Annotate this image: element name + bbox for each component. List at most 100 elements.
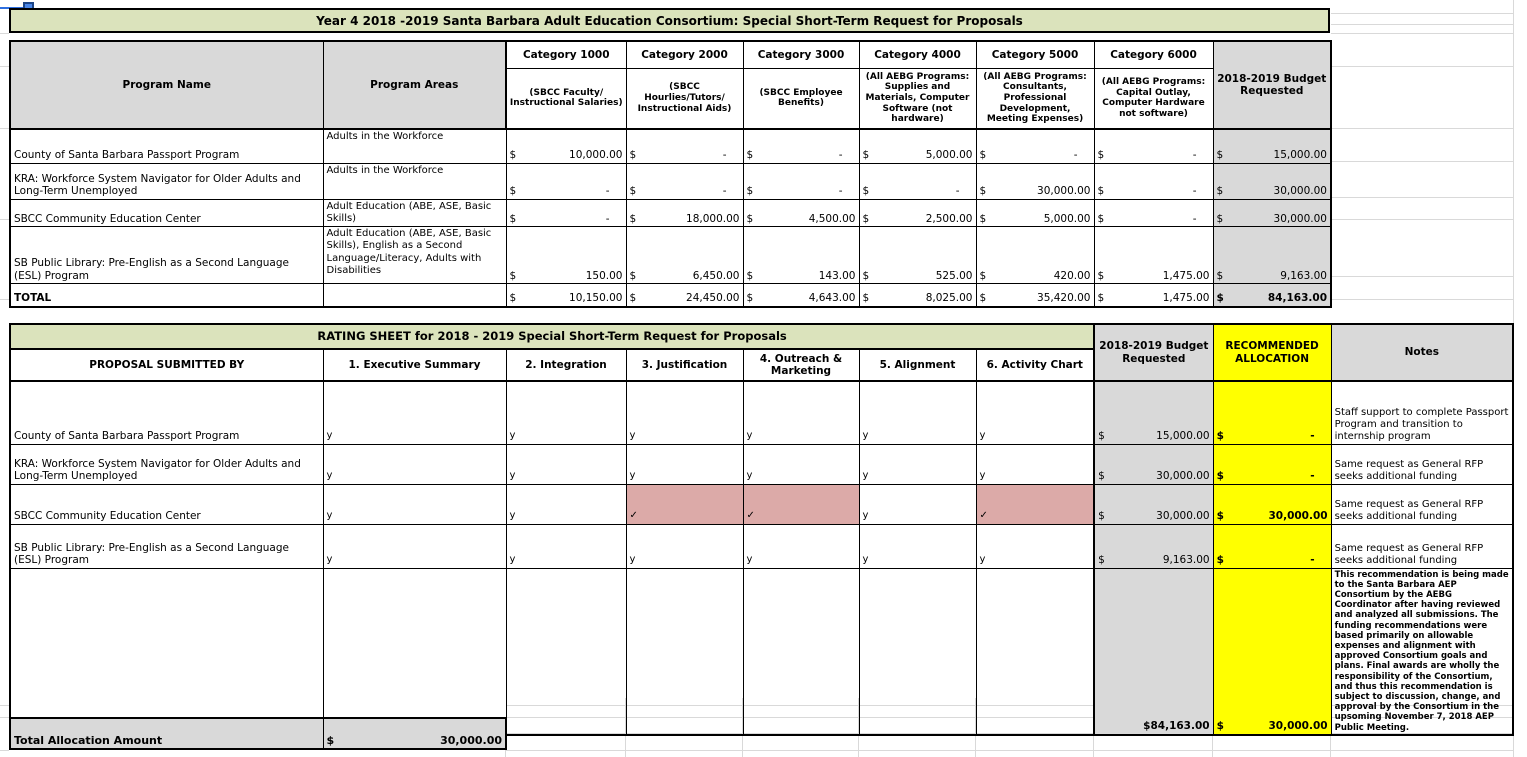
program-cell[interactable]: County of Santa Barbara Passport Program [9, 128, 324, 164]
total-allocation-label[interactable]: Total Allocation Amount [9, 717, 324, 750]
mark-cell-flagged[interactable]: ✓ [625, 483, 744, 525]
total-label-cell[interactable]: TOTAL [9, 283, 324, 308]
mark-cell[interactable]: y [322, 523, 507, 569]
empty-cell[interactable] [858, 567, 977, 736]
program-cell[interactable]: SB Public Library: Pre-English as a Seco… [9, 523, 324, 569]
empty-cell[interactable] [625, 567, 744, 736]
empty-cell[interactable] [742, 567, 860, 736]
amount-cell[interactable]: $1,475.00 [1093, 226, 1214, 285]
amount-cell[interactable]: $ - [625, 162, 744, 200]
notes-cell[interactable]: Staff support to complete Passport Progr… [1330, 380, 1514, 445]
recommendation-note-cell[interactable]: This recommendation is being made to the… [1330, 567, 1514, 736]
total-amount-cell[interactable]: $35,420.00 [975, 283, 1095, 308]
col-header-category[interactable]: Category 3000 [742, 40, 860, 69]
grand-total-cell[interactable]: $84,163.00 [1212, 283, 1332, 308]
amount-cell[interactable]: $ - [858, 162, 977, 200]
total-amount-cell[interactable]: $1,475.00 [1093, 283, 1214, 308]
mark-cell[interactable]: y [858, 380, 977, 445]
category-description[interactable]: (All AEBG Programs: Consultants, Profess… [975, 67, 1095, 130]
mark-cell[interactable]: y [625, 443, 744, 485]
empty-cell[interactable] [322, 283, 507, 308]
category-description[interactable]: (SBCC Employee Benefits) [742, 67, 860, 130]
program-cell[interactable]: County of Santa Barbara Passport Program [9, 380, 324, 445]
areas-cell[interactable]: Adult Education (ABE, ASE, Basic Skills)… [322, 226, 507, 285]
mark-cell[interactable]: y [975, 523, 1095, 569]
col-header-category[interactable]: Category 2000 [625, 40, 744, 69]
allocation-cell[interactable]: $ - [1212, 443, 1332, 485]
total-amount-cell[interactable]: $8,025.00 [858, 283, 977, 308]
amount-cell[interactable]: $10,000.00 [505, 128, 627, 164]
col-header-program-name[interactable]: Program Name [9, 40, 324, 130]
col-header-criterion[interactable]: 2. Integration [505, 348, 627, 382]
col-header-criterion[interactable]: 5. Alignment [858, 348, 977, 382]
col-header-criterion[interactable]: 1. Executive Summary [322, 348, 507, 382]
mark-cell[interactable]: y [505, 380, 627, 445]
amount-cell[interactable]: $ - [505, 198, 627, 228]
mark-cell[interactable]: y [322, 380, 507, 445]
category-description[interactable]: (SBCC Hourlies/Tutors/ Instructional Aid… [625, 67, 744, 130]
col-header-recommended-allocation[interactable]: RECOMMENDED ALLOCATION [1212, 323, 1332, 382]
budget-cell[interactable]: $15,000.00 [1093, 380, 1214, 445]
mark-cell[interactable]: y [742, 523, 860, 569]
notes-cell[interactable]: Same request as General RFP seeks additi… [1330, 443, 1514, 485]
program-cell[interactable]: KRA: Workforce System Navigator for Olde… [9, 162, 324, 200]
amount-cell[interactable]: $6,450.00 [625, 226, 744, 285]
row-total-cell[interactable]: $9,163.00 [1212, 226, 1332, 285]
amount-cell[interactable]: $ - [742, 162, 860, 200]
budget-cell[interactable]: $30,000.00 [1093, 443, 1214, 485]
allocation-cell[interactable]: $ - [1212, 380, 1332, 445]
program-cell[interactable]: KRA: Workforce System Navigator for Olde… [9, 443, 324, 485]
amount-cell[interactable]: $ - [975, 128, 1095, 164]
amount-cell[interactable]: $ - [1093, 198, 1214, 228]
col-header-criterion[interactable]: 6. Activity Chart [975, 348, 1095, 382]
empty-cell[interactable] [975, 567, 1095, 736]
allocation-cell[interactable]: $ - [1212, 523, 1332, 569]
amount-cell[interactable]: $ - [1093, 162, 1214, 200]
amount-cell[interactable]: $4,500.00 [742, 198, 860, 228]
row-total-cell[interactable]: $30,000.00 [1212, 162, 1332, 200]
mark-cell[interactable]: y [742, 380, 860, 445]
col-header-criterion[interactable]: 3. Justification [625, 348, 744, 382]
allocation-cell[interactable]: $30,000.00 [1212, 483, 1332, 525]
category-description[interactable]: (All AEBG Programs: Capital Outlay, Comp… [1093, 67, 1214, 130]
budget-table-title[interactable]: Year 4 2018 -2019 Santa Barbara Adult Ed… [9, 8, 1330, 33]
col-header-program-areas[interactable]: Program Areas [322, 40, 507, 130]
mark-cell-flagged[interactable]: ✓ [975, 483, 1095, 525]
amount-cell[interactable]: $30,000.00 [975, 162, 1095, 200]
notes-cell[interactable]: Same request as General RFP seeks additi… [1330, 523, 1514, 569]
amount-cell[interactable]: $ - [505, 162, 627, 200]
program-cell[interactable]: SBCC Community Education Center [9, 483, 324, 525]
areas-cell[interactable]: Adults in the Workforce [322, 162, 507, 200]
mark-cell-flagged[interactable]: ✓ [742, 483, 860, 525]
areas-cell[interactable]: Adult Education (ABE, ASE, Basic Skills) [322, 198, 507, 228]
amount-cell[interactable]: $5,000.00 [858, 128, 977, 164]
mark-cell[interactable]: y [505, 443, 627, 485]
total-amount-cell[interactable]: $10,150.00 [505, 283, 627, 308]
col-header-notes[interactable]: Notes [1330, 323, 1514, 382]
mark-cell[interactable]: y [858, 443, 977, 485]
row-total-cell[interactable]: $15,000.00 [1212, 128, 1332, 164]
col-header-budget-requested[interactable]: 2018-2019 Budget Requested [1093, 323, 1214, 382]
col-header-category[interactable]: Category 1000 [505, 40, 627, 69]
col-header-budget-requested[interactable]: 2018-2019 Budget Requested [1212, 40, 1332, 130]
col-header-criterion[interactable]: 4. Outreach & Marketing [742, 348, 860, 382]
mark-cell[interactable]: y [322, 483, 507, 525]
mark-cell[interactable]: y [975, 443, 1095, 485]
program-cell[interactable]: SBCC Community Education Center [9, 198, 324, 228]
col-header-category[interactable]: Category 6000 [1093, 40, 1214, 69]
amount-cell[interactable]: $150.00 [505, 226, 627, 285]
total-allocation-cell[interactable]: $30,000.00 [1212, 567, 1332, 736]
total-label-cell[interactable]: TOTAL [9, 567, 324, 736]
col-header-proposal-submitted-by[interactable]: PROPOSAL SUBMITTED BY [9, 348, 324, 382]
total-allocation-value[interactable]: $30,000.00 [322, 717, 507, 750]
mark-cell[interactable]: y [505, 523, 627, 569]
rating-sheet-title[interactable]: RATING SHEET for 2018 - 2019 Special Sho… [9, 323, 1095, 350]
mark-cell[interactable]: y [625, 523, 744, 569]
amount-cell[interactable]: $18,000.00 [625, 198, 744, 228]
amount-cell[interactable]: $ - [742, 128, 860, 164]
areas-cell[interactable]: Adults in the Workforce [322, 128, 507, 164]
row-total-cell[interactable]: $30,000.00 [1212, 198, 1332, 228]
mark-cell[interactable]: y [742, 443, 860, 485]
amount-cell[interactable]: $143.00 [742, 226, 860, 285]
mark-cell[interactable]: y [975, 380, 1095, 445]
